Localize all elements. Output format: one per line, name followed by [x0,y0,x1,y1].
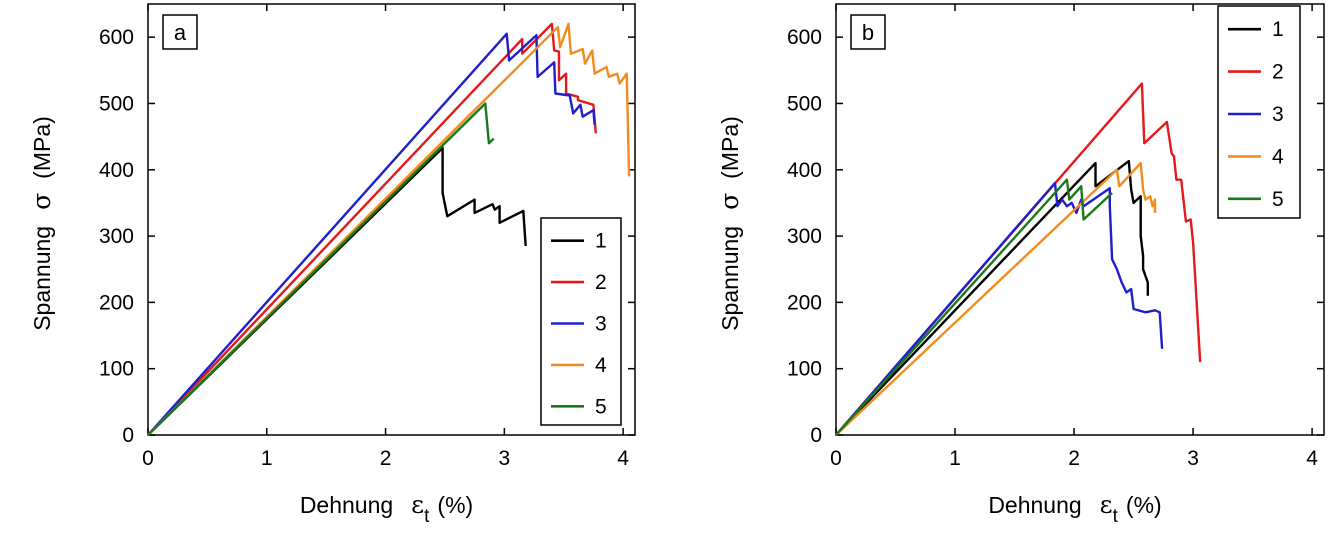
x-axis-symbol: ε [411,490,424,519]
x-axis-unit: (%) [437,492,473,518]
panel-label: a [174,20,187,45]
x-tick-label: 4 [617,447,629,470]
y-axis-title: Spannung σ (MPa) [27,116,56,331]
legend-label-5: 5 [1272,188,1284,211]
y-axis-unit: (MPa) [717,116,743,179]
y-tick-label: 500 [99,92,134,115]
y-axis-unit: (MPa) [29,116,55,179]
x-axis-subscript: t [1113,506,1119,527]
x-axis-symbol: ε [1100,490,1113,519]
panel-label: b [862,20,874,45]
legend-label-1: 1 [595,230,607,253]
x-tick-label: 2 [1068,447,1080,470]
series-line-1 [147,146,527,436]
x-tick-label: 0 [142,447,154,470]
y-tick-label: 500 [787,92,822,115]
panel-label-box [850,14,886,50]
series-line-5 [835,178,1113,436]
plot-frame [147,3,636,436]
y-tick-label: 300 [787,225,822,248]
y-tick-label: 600 [99,26,134,49]
y-tick-label: 300 [99,225,134,248]
x-tick-label: 4 [1306,447,1318,470]
legend-label-3: 3 [595,313,607,336]
legend-label-5: 5 [595,395,607,418]
legend: 1 2 3 4 5 [540,217,622,426]
y-tick-label: 100 [787,358,822,381]
chart-panel-a: 0 1 2 3 4 0 100 200 300 400 500 600 a 1 2 3 4 5 Dehnung εt (… [27,3,636,527]
x-axis-label: Dehnung [988,492,1081,518]
series-line-3 [835,181,1164,436]
x-tick-label: 0 [830,447,842,470]
x-tick-label: 1 [261,447,273,470]
y-axis-label: Spannung [29,226,55,331]
x-tick-label: 1 [949,447,961,470]
x-axis-title: Dehnung εt (%) [300,490,473,527]
legend-label-4: 4 [595,354,607,377]
y-axis-title: Spannung σ (MPa) [715,116,744,331]
x-tick-label: 3 [498,447,510,470]
legend: 1 2 3 4 5 [1217,5,1301,219]
y-tick-label: 400 [99,159,134,182]
series-line-4 [147,22,631,436]
legend-label-2: 2 [595,271,607,294]
legend-label-3: 3 [1272,103,1284,126]
panel-label-box [162,14,198,50]
chart-panel-b: 0 1 2 3 4 0 100 200 300 400 500 600 b 1 2 3 4 5 Dehnung εt (… [715,3,1325,527]
y-tick-label: 200 [787,291,822,314]
legend-label-4: 4 [1272,145,1284,168]
y-axis-symbol: σ [27,193,56,210]
y-tick-label: 600 [787,26,822,49]
series-line-5 [147,102,495,436]
y-tick-label: 0 [810,424,822,447]
plot-frame [835,3,1325,436]
series-line-1 [835,159,1149,436]
series-line-2 [835,82,1202,436]
x-axis-subscript: t [424,506,430,527]
y-axis-label: Spannung [717,226,743,331]
legend-box [1217,5,1301,219]
series-line-4 [835,161,1157,436]
series-line-2 [147,22,597,436]
y-tick-label: 100 [99,358,134,381]
legend-box [540,217,622,426]
x-tick-label: 2 [380,447,392,470]
x-axis-label: Dehnung [300,492,393,518]
series-line-3 [147,32,596,436]
x-axis-unit: (%) [1126,492,1162,518]
y-tick-label: 0 [122,424,134,447]
x-tick-label: 3 [1187,447,1199,470]
y-axis-symbol: σ [715,193,744,210]
x-axis-title: Dehnung εt (%) [988,490,1161,527]
y-tick-label: 400 [787,159,822,182]
legend-label-1: 1 [1272,18,1284,41]
y-tick-label: 200 [99,291,134,314]
legend-label-2: 2 [1272,61,1284,84]
